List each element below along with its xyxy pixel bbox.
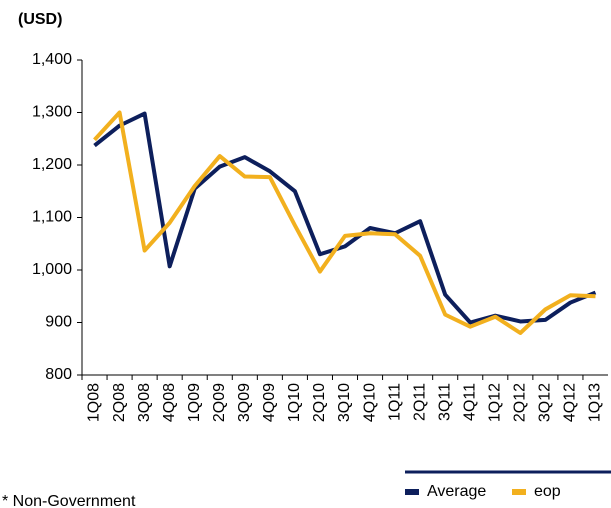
x-tick-label: 4Q10 xyxy=(361,383,378,422)
x-tick-label: 3Q12 xyxy=(537,383,554,422)
legend-swatch xyxy=(405,489,419,495)
x-tick-label: 4Q12 xyxy=(562,383,579,422)
x-tick-label: 2Q12 xyxy=(512,383,529,422)
y-tick-label: 800 xyxy=(45,366,72,383)
x-tick-label: 3Q11 xyxy=(436,383,453,421)
series-line xyxy=(93,111,597,325)
unit-label: (USD) xyxy=(18,11,62,28)
series-line xyxy=(93,110,596,335)
legend-label: eop xyxy=(534,483,561,500)
x-tick-label: 1Q12 xyxy=(487,383,504,422)
x-tick-label: 1Q10 xyxy=(286,383,303,422)
footnote: * Non-Government xyxy=(2,493,136,508)
y-tick-label: 1,400 xyxy=(32,51,72,68)
legend-label: Average xyxy=(427,483,486,500)
y-tick-label: 900 xyxy=(45,314,72,331)
x-tick-label: 1Q09 xyxy=(186,383,203,422)
x-tick-label: 4Q11 xyxy=(461,383,478,421)
legend-swatch xyxy=(512,489,526,495)
x-tick-label: 3Q10 xyxy=(336,383,353,422)
y-tick-label: 1,200 xyxy=(32,156,72,173)
x-tick-label: 1Q13 xyxy=(587,383,604,422)
x-tick-label: 2Q09 xyxy=(211,383,228,422)
x-tick-label: 2Q11 xyxy=(411,383,428,421)
x-tick-label: 4Q08 xyxy=(161,383,178,422)
y-tick-label: 1,000 xyxy=(32,261,72,278)
x-tick-label: 4Q09 xyxy=(261,383,278,422)
x-tick-label: 2Q10 xyxy=(311,383,328,422)
x-tick-label: 2Q08 xyxy=(111,383,128,422)
x-tick-label: 1Q11 xyxy=(386,383,403,421)
x-tick-label: 3Q08 xyxy=(136,383,153,422)
y-tick-label: 1,100 xyxy=(32,209,72,226)
x-tick-label: 3Q09 xyxy=(236,383,253,422)
x-tick-label: 1Q08 xyxy=(86,383,103,422)
y-tick-label: 1,300 xyxy=(32,104,72,121)
